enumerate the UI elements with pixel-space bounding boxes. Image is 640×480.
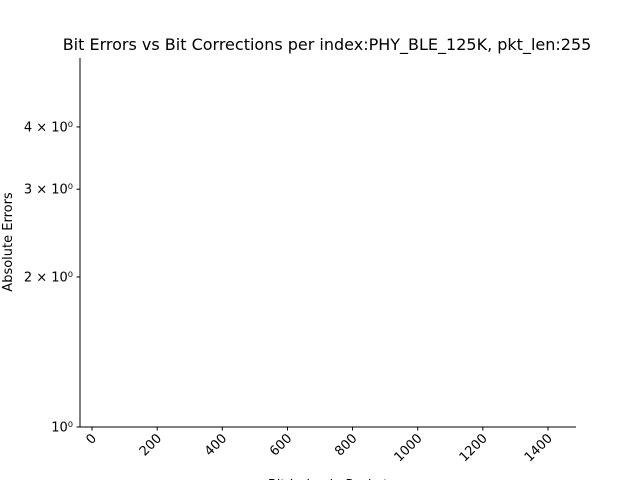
y-tick-label: 4 × 10⁰: [24, 120, 73, 135]
chart-title: Bit Errors vs Bit Corrections per index:…: [63, 35, 592, 55]
x-tick-label: 1200: [457, 431, 491, 465]
x-tick-label: 1400: [522, 431, 556, 465]
y-tick-label: 10⁰: [51, 421, 73, 436]
y-tick-label: 2 × 10⁰: [24, 270, 73, 285]
x-tick-label: 1000: [392, 431, 426, 465]
x-tick-label: 0: [83, 431, 99, 447]
y-tick-label: 3 × 10⁰: [24, 183, 73, 198]
x-axis-label: Bit Index in Packet: [268, 478, 388, 480]
y-axis-label: Absolute Errors: [1, 192, 16, 292]
x-tick-label: 800: [332, 431, 360, 459]
x-tick-label: 600: [267, 431, 295, 459]
x-tick-label: 200: [137, 431, 165, 459]
x-tick-label: 400: [202, 431, 230, 459]
